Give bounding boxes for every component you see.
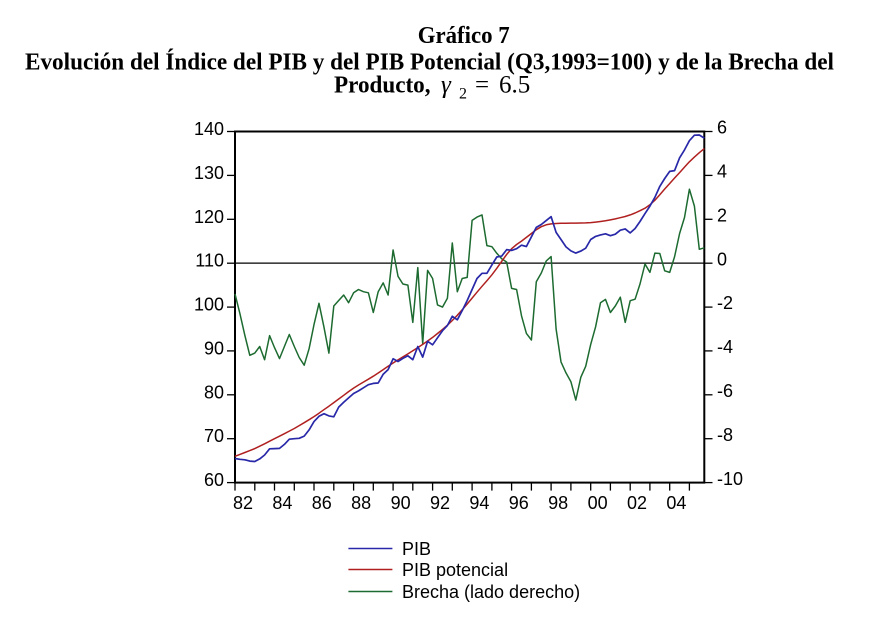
svg-text:-8: -8 [717, 425, 733, 445]
svg-text:94: 94 [469, 493, 489, 513]
svg-text:110: 110 [195, 251, 224, 271]
svg-text:92: 92 [430, 493, 450, 513]
svg-text:100: 100 [194, 295, 224, 315]
svg-text:-2: -2 [717, 293, 733, 313]
svg-text:Gráfico 7: Gráfico 7 [418, 23, 510, 49]
svg-text:130: 130 [194, 163, 224, 183]
svg-text:70: 70 [204, 426, 224, 446]
svg-text:98: 98 [548, 493, 568, 513]
svg-text:PIB potencial: PIB potencial [402, 560, 508, 580]
svg-text:Brecha (lado derecho): Brecha (lado derecho) [402, 582, 580, 602]
svg-text:Evolución del Índice del PIB y: Evolución del Índice del PIB y del PIB P… [25, 50, 834, 76]
svg-text:00: 00 [588, 493, 608, 513]
svg-text:γ2=6.5: γ 2 = 6.5 [441, 72, 530, 103]
svg-text:-4: -4 [717, 337, 733, 357]
svg-text:2: 2 [717, 206, 727, 226]
svg-text:86: 86 [312, 493, 332, 513]
svg-text:120: 120 [194, 207, 224, 227]
svg-text:6: 6 [717, 118, 727, 138]
svg-text:PIB: PIB [402, 539, 431, 559]
svg-text:4: 4 [717, 162, 727, 182]
svg-text:84: 84 [272, 493, 292, 513]
svg-text:04: 04 [666, 493, 686, 513]
svg-text:02: 02 [627, 493, 647, 513]
svg-text:96: 96 [509, 493, 529, 513]
svg-text:Producto,: Producto, [334, 73, 431, 99]
svg-text:82: 82 [233, 493, 253, 513]
svg-text:90: 90 [204, 338, 224, 358]
svg-text:140: 140 [194, 119, 224, 139]
svg-text:88: 88 [351, 493, 371, 513]
svg-text:90: 90 [391, 493, 411, 513]
svg-text:-10: -10 [717, 469, 743, 489]
svg-text:60: 60 [204, 470, 224, 490]
svg-text:-6: -6 [717, 381, 733, 401]
svg-text:0: 0 [717, 249, 727, 269]
svg-text:80: 80 [204, 382, 224, 402]
